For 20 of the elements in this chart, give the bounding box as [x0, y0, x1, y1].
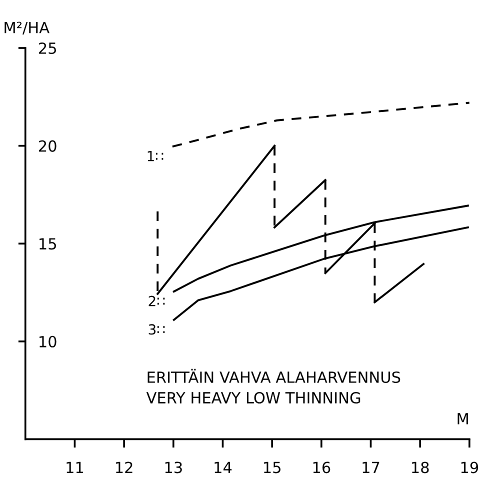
- annotation: 2∷: [148, 296, 165, 306]
- y-tick-label: 25: [39, 42, 56, 54]
- x-axis-title: M: [458, 413, 468, 424]
- y-tick-label: 20: [39, 140, 56, 152]
- x-tick-label: 16: [313, 462, 330, 474]
- annotation: VERY HEAVY LOW THINNING: [146, 392, 360, 404]
- x-tick-label: 12: [116, 462, 132, 474]
- y-axis-title: M²/HA: [4, 22, 50, 35]
- x-tick-label: 15: [264, 462, 280, 474]
- annotation: 1∷: [148, 151, 164, 162]
- annotation: ERITTÄIN VAHVA ALAHARVENNUS: [148, 368, 400, 383]
- x-tick-label: 14: [214, 462, 232, 474]
- x-tick-label: 19: [461, 462, 478, 474]
- y-tick-label: 15: [40, 238, 56, 250]
- x-tick-label: 11: [66, 462, 84, 474]
- x-tick-label: 18: [412, 462, 429, 474]
- annotation: 3∷: [148, 324, 165, 335]
- x-tick-label: 17: [362, 462, 380, 474]
- y-tick-label: 10: [40, 336, 56, 348]
- x-tick-label: 13: [165, 462, 182, 474]
